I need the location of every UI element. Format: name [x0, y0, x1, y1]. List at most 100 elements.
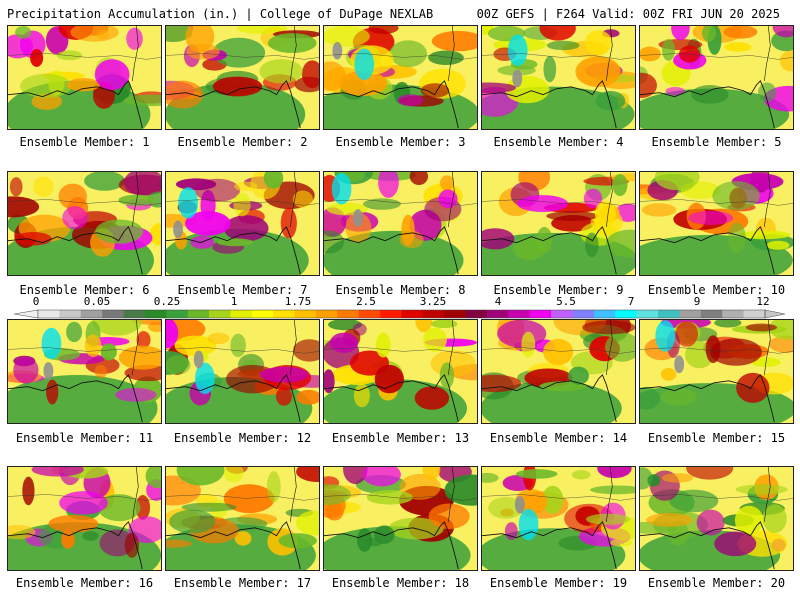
member-map-panel [639, 319, 794, 424]
colorbar-tick-label: 0.05 [84, 295, 111, 308]
member-map-panel [7, 319, 162, 424]
colorbar-swatch [102, 310, 124, 318]
colorbar-swatch [636, 310, 659, 318]
member-map-panel [7, 171, 162, 276]
member-map-panel [639, 25, 794, 130]
colorbar-swatch [144, 310, 167, 318]
colorbar-tick-label: 0.25 [154, 295, 181, 308]
run-info: 00Z GEFS | F264 Valid: 00Z FRI JUN 20 20… [476, 7, 780, 21]
colorbar-swatch [209, 310, 231, 318]
member-map-panel [165, 319, 320, 424]
colorbar-swatch [658, 310, 680, 318]
colorbar-swatch [38, 310, 60, 318]
colorbar-swatch [358, 310, 381, 318]
precip-field [640, 320, 793, 423]
colorbar-swatch [166, 310, 188, 318]
precip-field [324, 26, 477, 129]
colorbar-swatch [572, 310, 595, 318]
precip-field [166, 320, 319, 423]
colorbar-swatch [700, 310, 723, 318]
colorbar-swatch [315, 310, 338, 318]
member-label: Ensemble Member: 5 [651, 135, 782, 149]
member-map-panel [323, 171, 478, 276]
colorbar-swatch [679, 310, 702, 318]
member-map-panel [165, 466, 320, 571]
member-label: Ensemble Member: 19 [489, 576, 628, 590]
colorbar-swatch [529, 310, 552, 318]
colorbar-swatch [401, 310, 424, 318]
colorbar-swatch [444, 310, 466, 318]
precip-field [8, 320, 161, 423]
colorbar-swatch [80, 310, 103, 318]
precip-field [166, 467, 319, 570]
colorbar-tick-label: 5.5 [556, 295, 576, 308]
colorbar-swatch [722, 310, 744, 318]
colorbar-swatch [380, 310, 402, 318]
colorbar-swatch [487, 310, 509, 318]
member-label: Ensemble Member: 14 [489, 431, 628, 445]
precip-field [640, 26, 793, 129]
colorbar-swatch [273, 310, 295, 318]
member-label: Ensemble Member: 10 [647, 283, 786, 297]
member-map-panel [481, 466, 636, 571]
precip-field [166, 26, 319, 129]
colorbar-swatch [422, 310, 445, 318]
precip-field [8, 467, 161, 570]
colorbar-swatch [251, 310, 274, 318]
precip-field [324, 467, 477, 570]
colorbar-swatch [294, 310, 317, 318]
colorbar-swatch [59, 310, 82, 318]
colorbar-swatch [337, 310, 360, 318]
member-label: Ensemble Member: 4 [493, 135, 624, 149]
colorbar-tick-label: 12 [756, 295, 769, 308]
colorbar-swatch [187, 310, 210, 318]
colorbar-swatch [615, 310, 637, 318]
precip-field [482, 172, 635, 275]
member-map-panel [7, 466, 162, 571]
member-map-panel [481, 319, 636, 424]
member-label: Ensemble Member: 1 [19, 135, 150, 149]
member-label: Ensemble Member: 8 [335, 283, 466, 297]
colorbar-swatch [508, 310, 531, 318]
colorbar-tick-label: 3.25 [420, 295, 447, 308]
member-label: Ensemble Member: 2 [177, 135, 308, 149]
colorbar-swatch [230, 310, 253, 318]
colorbar-tick-label: 2.5 [356, 295, 376, 308]
colorbar-swatch [123, 310, 146, 318]
member-map-panel [481, 171, 636, 276]
member-map-panel [323, 319, 478, 424]
member-label: Ensemble Member: 3 [335, 135, 466, 149]
precip-field [324, 320, 477, 423]
member-label: Ensemble Member: 13 [331, 431, 470, 445]
member-label: Ensemble Member: 20 [647, 576, 786, 590]
member-map-panel [7, 25, 162, 130]
member-label: Ensemble Member: 15 [647, 431, 786, 445]
precip-field [482, 467, 635, 570]
member-map-panel [481, 25, 636, 130]
precip-field [324, 172, 477, 275]
precip-field [8, 26, 161, 129]
precip-colorbar: 0 0.05 0.25 1 1.75 2.5 3.25 4 5.5 7 9 12 [13, 295, 786, 319]
colorbar-tick-label: 0 [33, 295, 40, 308]
precip-field [640, 172, 793, 275]
colorbar-tick-label: 1 [231, 295, 238, 308]
member-label: Ensemble Member: 7 [177, 283, 308, 297]
member-map-panel [323, 466, 478, 571]
map-title: Precipitation Accumulation (in.) | Colle… [7, 7, 434, 21]
member-label: Ensemble Member: 18 [331, 576, 470, 590]
colorbar-tick-label: 7 [628, 295, 635, 308]
colorbar-swatch [551, 310, 573, 318]
member-map-panel [165, 25, 320, 130]
precip-field [640, 467, 793, 570]
member-map-panel [165, 171, 320, 276]
member-map-panel [639, 466, 794, 571]
member-map-panel [639, 171, 794, 276]
member-map-panel [323, 25, 478, 130]
member-label: Ensemble Member: 12 [173, 431, 312, 445]
member-label: Ensemble Member: 11 [15, 431, 154, 445]
member-label: Ensemble Member: 9 [493, 283, 624, 297]
precip-field [166, 172, 319, 275]
colorbar-tick-label: 4 [495, 295, 502, 308]
precip-field [482, 26, 635, 129]
member-label: Ensemble Member: 17 [173, 576, 312, 590]
